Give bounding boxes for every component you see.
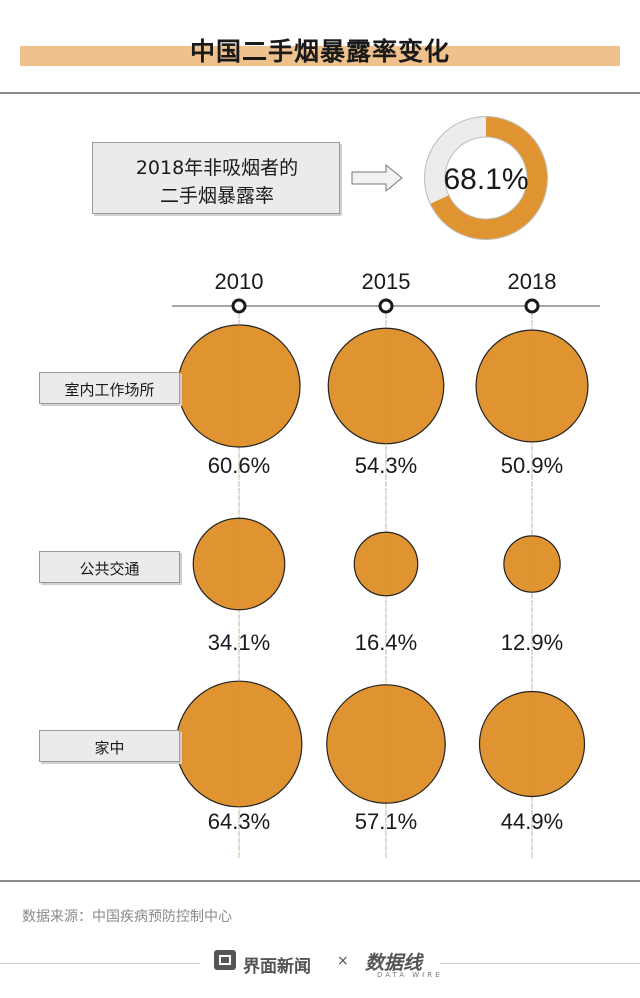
footer: 界面新闻 × 数据线 DATA WIRE: [0, 944, 640, 984]
footer-line-right: [440, 963, 640, 964]
year-label-2018: 2018: [508, 269, 557, 294]
donut-hole: [444, 136, 528, 220]
bottom-divider: [0, 880, 640, 882]
page-title: 中国二手烟暴露率变化: [189, 37, 450, 66]
category-label-indoor: 室内工作场所: [64, 381, 155, 399]
footer-partner-sub: DATA WIRE: [377, 971, 443, 979]
donut-value-arc: [430, 117, 547, 239]
title-band: [20, 46, 620, 66]
top-divider: [0, 92, 640, 94]
footer-brand: 界面新闻: [243, 957, 311, 977]
timeline-marker-2018: [524, 298, 540, 314]
headline-line-1: 2018年非吸烟者的: [135, 157, 299, 179]
category-box-indoor: 室内工作场所: [39, 372, 180, 404]
timeline-marker-2015: [378, 298, 394, 314]
year-label-2010: 2010: [215, 269, 264, 294]
category-label-transit: 公共交通: [79, 560, 140, 578]
footer-line-left: [0, 963, 200, 964]
value-label-transit-2015: 16.4%: [355, 630, 417, 655]
timeline-marker-2010: [231, 298, 247, 314]
footer-times: ×: [337, 953, 349, 969]
footer-partner: 数据线: [365, 952, 423, 974]
value-label-transit-2010: 34.1%: [208, 630, 270, 655]
value-label-transit-2018: 12.9%: [501, 630, 563, 655]
category-box-home: 家中: [39, 730, 180, 762]
year-label-2015: 2015: [362, 269, 411, 294]
category-box-transit: 公共交通: [39, 551, 180, 583]
headline-arrow: [351, 163, 403, 193]
headline-line-2: 二手烟暴露率: [159, 185, 274, 207]
headline-box: 2018年非吸烟者的 二手烟暴露率: [92, 142, 340, 214]
donut-value-label: 68.1%: [443, 163, 528, 196]
category-label-home: 家中: [94, 739, 125, 757]
source-note: 数据来源：中国疾病预防控制中心: [22, 909, 232, 925]
jiemian-logo-icon: [214, 950, 236, 970]
